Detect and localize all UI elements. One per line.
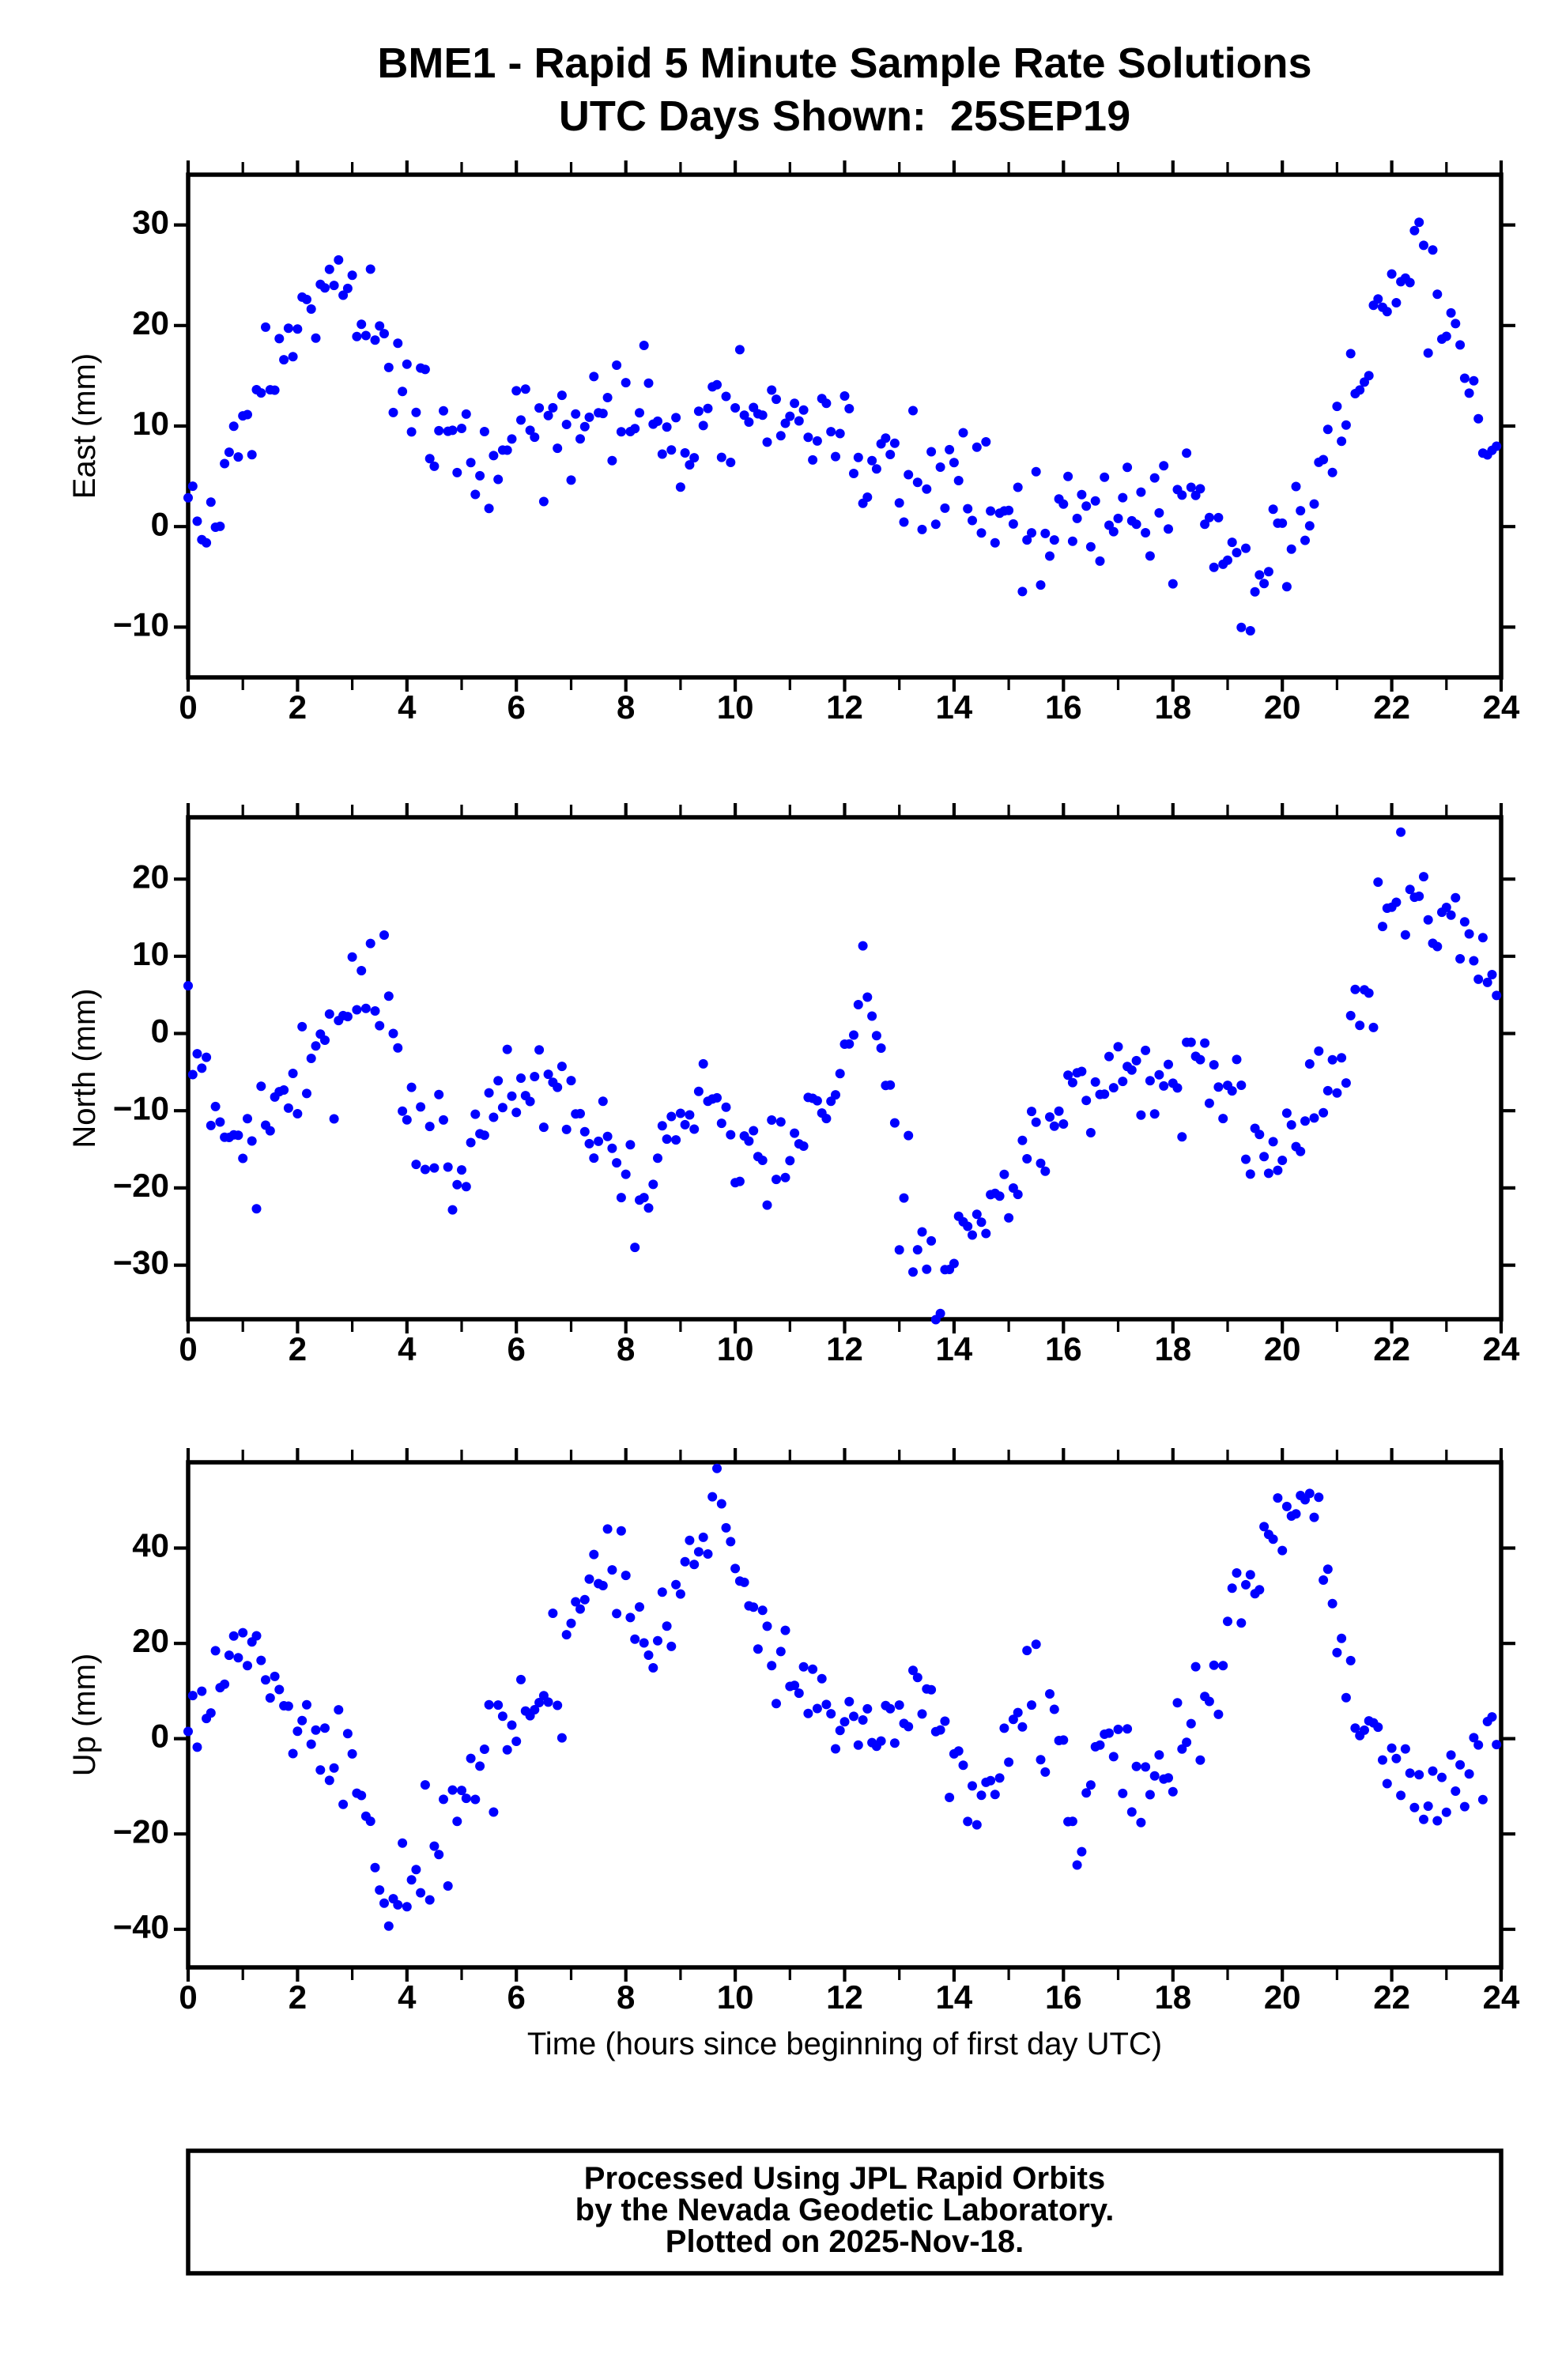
svg-text:8: 8 — [617, 1978, 635, 2016]
svg-text:18: 18 — [1154, 688, 1191, 726]
svg-text:12: 12 — [826, 1330, 863, 1367]
svg-text:20: 20 — [132, 858, 169, 895]
svg-text:16: 16 — [1045, 688, 1082, 726]
svg-text:−20: −20 — [113, 1812, 169, 1850]
svg-text:10: 10 — [132, 935, 169, 972]
svg-text:0: 0 — [179, 1978, 197, 2016]
svg-text:UTC Days Shown: 25SEP19: UTC Days Shown: 25SEP19 — [559, 92, 1130, 140]
svg-text:−10: −10 — [113, 1089, 169, 1126]
svg-text:2: 2 — [289, 1978, 307, 2016]
svg-text:−40: −40 — [113, 1908, 169, 1945]
svg-text:12: 12 — [826, 1978, 863, 2016]
svg-text:6: 6 — [507, 688, 526, 726]
svg-text:14: 14 — [936, 1330, 973, 1367]
svg-text:East (mm): East (mm) — [67, 353, 102, 499]
svg-text:Processed Using JPL Rapid Orbi: Processed Using JPL Rapid Orbits — [584, 2161, 1105, 2196]
svg-text:40: 40 — [132, 1527, 169, 1564]
svg-text:0: 0 — [151, 1013, 169, 1050]
svg-text:0: 0 — [179, 1330, 197, 1367]
svg-text:10: 10 — [717, 1330, 754, 1367]
svg-text:BME1 - Rapid 5 Minute Sample R: BME1 - Rapid 5 Minute Sample Rate Soluti… — [377, 40, 1311, 87]
svg-text:4: 4 — [398, 1330, 417, 1367]
svg-text:8: 8 — [617, 688, 635, 726]
svg-text:Plotted on 2025-Nov-18.: Plotted on 2025-Nov-18. — [666, 2224, 1024, 2259]
svg-text:−20: −20 — [113, 1167, 169, 1204]
svg-text:14: 14 — [936, 688, 973, 726]
svg-text:20: 20 — [1264, 1978, 1301, 2016]
svg-text:22: 22 — [1373, 688, 1410, 726]
svg-text:10: 10 — [717, 1978, 754, 2016]
svg-text:24: 24 — [1483, 688, 1520, 726]
svg-text:by the Nevada Geodetic Laborat: by the Nevada Geodetic Laboratory. — [575, 2193, 1115, 2227]
svg-text:20: 20 — [132, 304, 169, 341]
svg-text:12: 12 — [826, 688, 863, 726]
svg-text:2: 2 — [289, 1330, 307, 1367]
svg-text:6: 6 — [507, 1978, 526, 2016]
svg-text:0: 0 — [151, 505, 169, 542]
svg-text:20: 20 — [1264, 1330, 1301, 1367]
svg-text:30: 30 — [132, 204, 169, 241]
svg-text:2: 2 — [289, 688, 307, 726]
svg-text:14: 14 — [936, 1978, 973, 2016]
svg-text:22: 22 — [1373, 1978, 1410, 2016]
svg-text:0: 0 — [151, 1718, 169, 1755]
svg-text:4: 4 — [398, 688, 417, 726]
svg-text:4: 4 — [398, 1978, 417, 2016]
svg-text:20: 20 — [132, 1622, 169, 1659]
svg-text:20: 20 — [1264, 688, 1301, 726]
svg-text:−10: −10 — [113, 605, 169, 643]
svg-text:24: 24 — [1483, 1330, 1520, 1367]
svg-text:16: 16 — [1045, 1330, 1082, 1367]
svg-text:10: 10 — [132, 405, 169, 442]
svg-text:6: 6 — [507, 1330, 526, 1367]
svg-text:8: 8 — [617, 1330, 635, 1367]
svg-text:24: 24 — [1483, 1978, 1520, 2016]
svg-text:Time (hours since beginning of: Time (hours since beginning of first day… — [527, 2027, 1162, 2061]
svg-text:16: 16 — [1045, 1978, 1082, 2016]
svg-text:22: 22 — [1373, 1330, 1410, 1367]
svg-text:18: 18 — [1154, 1978, 1191, 2016]
svg-text:North (mm): North (mm) — [67, 988, 102, 1148]
svg-text:10: 10 — [717, 688, 754, 726]
svg-text:0: 0 — [179, 688, 197, 726]
svg-text:18: 18 — [1154, 1330, 1191, 1367]
svg-text:Up (mm): Up (mm) — [67, 1654, 102, 1777]
svg-text:−30: −30 — [113, 1244, 169, 1281]
